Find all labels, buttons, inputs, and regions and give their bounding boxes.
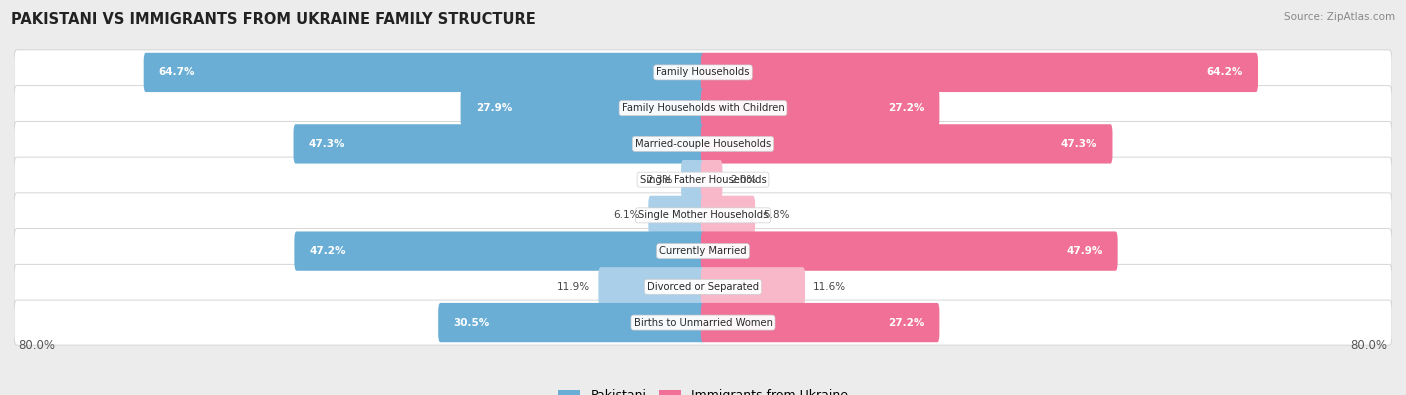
Text: 11.6%: 11.6% [813,282,846,292]
Text: Family Households: Family Households [657,68,749,77]
FancyBboxPatch shape [14,86,1392,131]
FancyBboxPatch shape [294,231,706,271]
Text: 47.2%: 47.2% [309,246,346,256]
Text: 11.9%: 11.9% [557,282,591,292]
Text: Single Mother Households: Single Mother Households [638,211,768,220]
FancyBboxPatch shape [143,53,706,92]
Text: Married-couple Households: Married-couple Households [636,139,770,149]
Text: 27.2%: 27.2% [889,318,924,327]
FancyBboxPatch shape [14,300,1392,345]
Text: 6.1%: 6.1% [613,211,640,220]
FancyBboxPatch shape [700,124,1112,164]
FancyBboxPatch shape [14,264,1392,309]
FancyBboxPatch shape [14,193,1392,238]
Text: 47.9%: 47.9% [1066,246,1102,256]
Text: 27.2%: 27.2% [889,103,924,113]
FancyBboxPatch shape [700,160,723,199]
Text: Births to Unmarried Women: Births to Unmarried Women [634,318,772,327]
FancyBboxPatch shape [461,88,706,128]
Text: Family Households with Children: Family Households with Children [621,103,785,113]
FancyBboxPatch shape [681,160,706,199]
FancyBboxPatch shape [599,267,706,307]
FancyBboxPatch shape [14,121,1392,166]
Text: 2.3%: 2.3% [647,175,673,184]
Text: 47.3%: 47.3% [1062,139,1098,149]
Text: 2.0%: 2.0% [731,175,756,184]
Text: Divorced or Separated: Divorced or Separated [647,282,759,292]
Legend: Pakistani, Immigrants from Ukraine: Pakistani, Immigrants from Ukraine [553,384,853,395]
FancyBboxPatch shape [700,53,1258,92]
Text: 30.5%: 30.5% [453,318,489,327]
Text: Single Father Households: Single Father Households [640,175,766,184]
Text: 80.0%: 80.0% [1351,339,1388,352]
FancyBboxPatch shape [439,303,706,342]
Text: 80.0%: 80.0% [18,339,55,352]
Text: 64.2%: 64.2% [1206,68,1243,77]
FancyBboxPatch shape [700,303,939,342]
Text: Source: ZipAtlas.com: Source: ZipAtlas.com [1284,12,1395,22]
FancyBboxPatch shape [700,196,755,235]
FancyBboxPatch shape [700,88,939,128]
Text: 27.9%: 27.9% [475,103,512,113]
FancyBboxPatch shape [294,124,706,164]
FancyBboxPatch shape [700,231,1118,271]
FancyBboxPatch shape [14,157,1392,202]
FancyBboxPatch shape [700,267,806,307]
Text: 64.7%: 64.7% [159,68,195,77]
Text: 47.3%: 47.3% [308,139,344,149]
Text: Currently Married: Currently Married [659,246,747,256]
FancyBboxPatch shape [14,50,1392,95]
FancyBboxPatch shape [648,196,706,235]
Text: 5.8%: 5.8% [763,211,790,220]
FancyBboxPatch shape [14,229,1392,274]
Text: PAKISTANI VS IMMIGRANTS FROM UKRAINE FAMILY STRUCTURE: PAKISTANI VS IMMIGRANTS FROM UKRAINE FAM… [11,12,536,27]
